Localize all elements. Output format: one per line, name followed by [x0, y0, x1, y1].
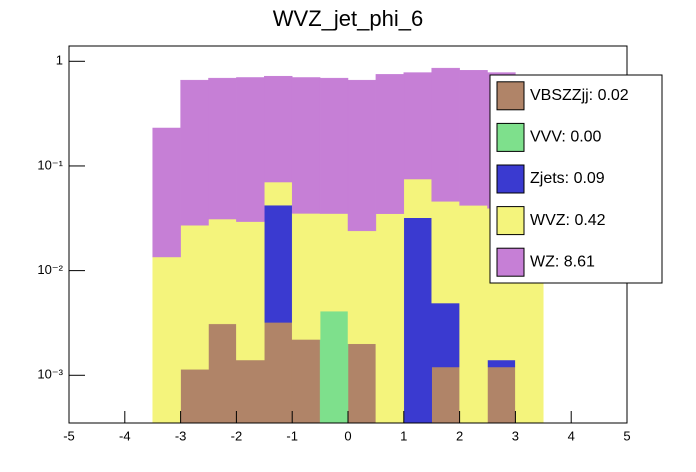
- bar: [291, 339, 321, 424]
- legend-label: VBSZZjj: 0.02: [530, 87, 629, 104]
- x-tick-label: 1: [400, 428, 407, 443]
- x-tick-label: 5: [623, 428, 630, 443]
- bar: [208, 323, 237, 424]
- legend-label: WZ: 8.61: [530, 253, 595, 270]
- bar: [264, 181, 293, 206]
- bar: [459, 205, 488, 424]
- x-tick-label: -4: [119, 428, 131, 443]
- y-tick-label: 10⁻¹: [37, 157, 63, 172]
- legend-label: VVV: 0.00: [530, 129, 602, 146]
- bar: [375, 74, 405, 214]
- bar: [487, 359, 516, 368]
- legend-swatch: [496, 164, 525, 194]
- x-tick-label: 4: [568, 428, 575, 443]
- bar: [180, 79, 209, 226]
- x-tick-label: -3: [175, 428, 187, 443]
- legend-swatch: [496, 247, 525, 277]
- bar: [152, 127, 181, 258]
- bar: [319, 213, 349, 312]
- bar: [152, 256, 181, 424]
- bar: [431, 67, 460, 202]
- legend-swatch: [496, 206, 525, 236]
- bar: [236, 221, 265, 361]
- x-tick-label: -5: [63, 428, 75, 443]
- legend-swatch: [496, 81, 525, 111]
- bar: [403, 178, 432, 218]
- bar: [347, 230, 377, 345]
- y-tick-label: 10⁻³: [37, 367, 63, 382]
- bar: [180, 224, 209, 370]
- x-tick-label: 3: [512, 428, 519, 443]
- bar: [208, 77, 237, 220]
- bar: [347, 343, 377, 424]
- bar: [264, 322, 293, 424]
- bar: [180, 369, 209, 424]
- y-tick-label: 1: [56, 53, 63, 68]
- bar: [459, 70, 488, 206]
- legend-swatch: [496, 122, 525, 152]
- bar: [431, 366, 460, 424]
- bar: [208, 218, 237, 325]
- chart-title: WVZ_jet_phi_6: [273, 6, 423, 31]
- bar: [431, 201, 460, 304]
- x-tick-label: 0: [344, 428, 351, 443]
- bar: [291, 213, 321, 340]
- bar: [236, 359, 265, 424]
- x-tick-label: 2: [456, 428, 463, 443]
- bar: [236, 77, 265, 222]
- bar: [375, 213, 405, 424]
- bar: [403, 217, 432, 424]
- bar: [291, 77, 321, 214]
- bar: [264, 204, 293, 323]
- bar: [319, 310, 349, 424]
- bar: [264, 75, 293, 183]
- bar: [403, 72, 432, 180]
- x-tick-label: -1: [286, 428, 298, 443]
- x-tick-label: -2: [231, 428, 243, 443]
- bar: [487, 366, 516, 424]
- legend-label: WVZ: 0.42: [530, 212, 606, 229]
- y-tick-label: 10⁻²: [37, 262, 63, 277]
- bar: [431, 302, 460, 368]
- bar: [319, 77, 349, 214]
- bar: [347, 79, 377, 232]
- legend-label: Zjets: 0.09: [530, 170, 605, 187]
